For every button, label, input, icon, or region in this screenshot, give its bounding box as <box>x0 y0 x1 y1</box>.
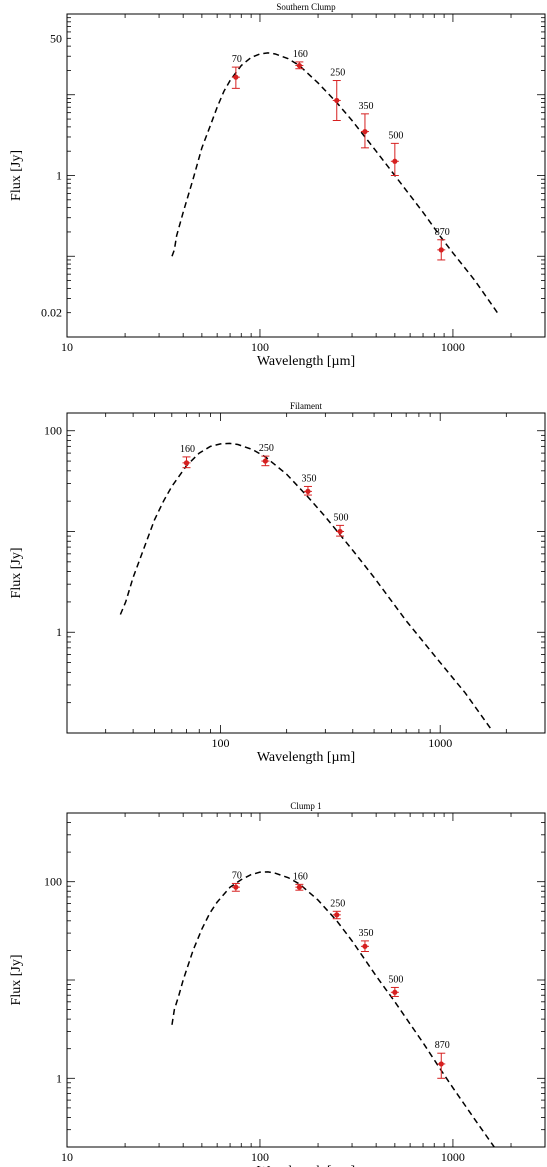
x-axis-label: Wavelength [µm] <box>257 1164 355 1167</box>
data-point-label: 70 <box>232 870 242 881</box>
y-axis-label: Flux [Jy] <box>9 150 24 201</box>
data-point-label: 250 <box>330 898 345 909</box>
plot-frame <box>66 812 546 1148</box>
data-point-label: 160 <box>180 444 195 455</box>
plot-frame <box>66 13 546 338</box>
x-tick-label: 10 <box>61 1150 73 1164</box>
data-point-label: 500 <box>334 512 349 523</box>
data-point-label: 870 <box>435 1040 450 1051</box>
y-tick-label: 1 <box>56 625 62 639</box>
data-point-label: 350 <box>301 473 316 484</box>
data-point-label: 160 <box>293 49 308 60</box>
y-axis-label: Flux [Jy] <box>9 955 24 1006</box>
model-curve <box>171 52 499 314</box>
data-point-label: 160 <box>293 871 308 882</box>
y-tick-label: 100 <box>44 875 62 889</box>
x-tick-label: 100 <box>212 736 230 750</box>
x-tick-label: 1000 <box>441 340 465 354</box>
x-axis-label: Wavelength [µm] <box>257 354 355 369</box>
y-axis-label: Flux [Jy] <box>9 548 24 599</box>
data-point-label: 500 <box>388 130 403 141</box>
y-tick-label: 50 <box>50 31 62 45</box>
y-tick-label: 1 <box>56 169 62 183</box>
x-tick-label: 10 <box>61 340 73 354</box>
x-tick-label: 100 <box>251 1150 269 1164</box>
y-tick-label: 0.02 <box>41 306 62 320</box>
panel-filament: Filament 100 1000 100 1 Wavelength [µm] Flux [… <box>9 401 546 765</box>
model-curve <box>119 442 492 730</box>
data-point-label: 250 <box>259 443 274 454</box>
x-axis-label: Wavelength [µm] <box>257 750 355 765</box>
x-tick-label: 100 <box>251 340 269 354</box>
data-point-label: 70 <box>232 54 242 65</box>
model-curve <box>171 871 496 1147</box>
data-point-label: 870 <box>435 227 450 238</box>
panel-clump-1: Clump 1 10 100 1000 100 1 Wavelength [µm] Flux … <box>9 801 546 1167</box>
data-point-label: 350 <box>358 928 373 939</box>
data-point-label: 350 <box>358 101 373 112</box>
data-point-label: 250 <box>330 68 345 79</box>
data-point-label: 500 <box>388 974 403 985</box>
y-tick-label: 1 <box>56 1071 62 1085</box>
x-tick-label: 1000 <box>428 736 452 750</box>
y-tick-label: 100 <box>44 424 62 438</box>
plot-frame <box>66 412 546 734</box>
panel-title: Clump 1 <box>290 801 321 811</box>
panel-title: Filament <box>290 401 322 411</box>
panel-title: Southern Clump <box>276 2 336 12</box>
x-tick-label: 1000 <box>441 1150 465 1164</box>
panel-southern-clump: Southern Clump 10 100 1000 50 1 0.02 Wavelength… <box>9 2 546 369</box>
